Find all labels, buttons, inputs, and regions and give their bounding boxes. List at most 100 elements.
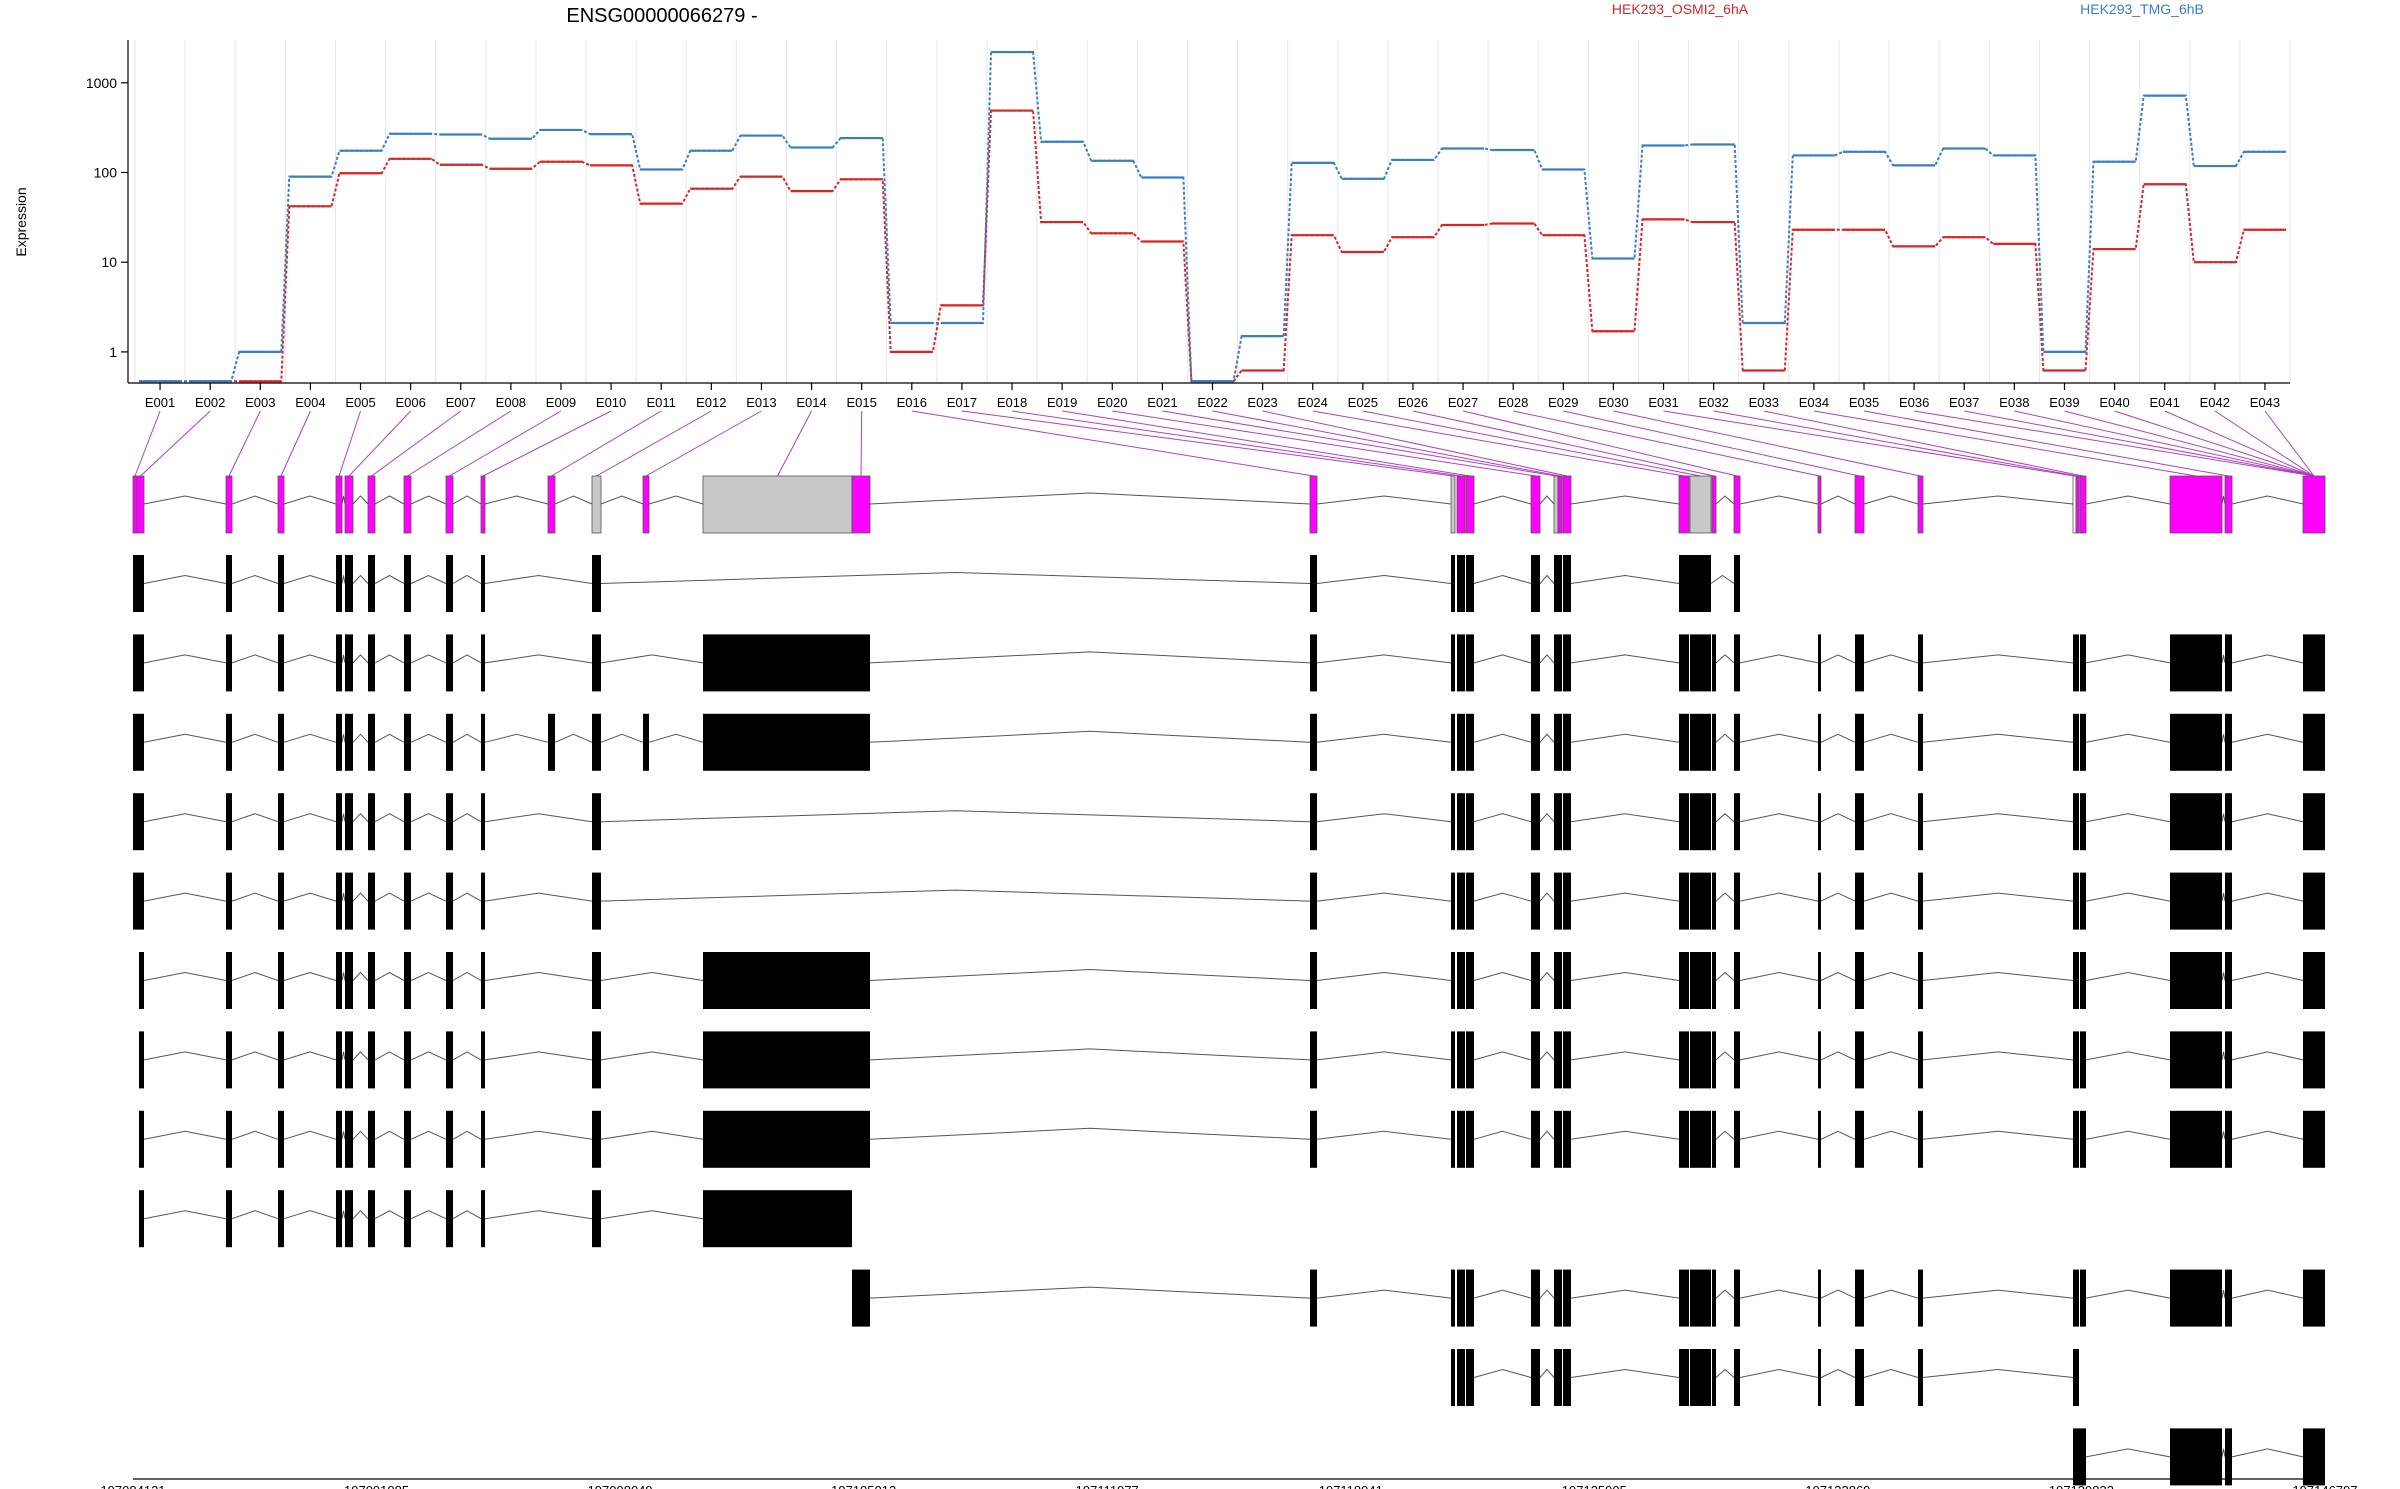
model-exon — [445, 475, 454, 534]
transcript-exon — [1563, 713, 1571, 771]
transcript-exon — [2303, 1428, 2325, 1486]
transcript-intron — [648, 733, 704, 743]
exon-label-E028: E028 — [1498, 395, 1528, 410]
connector-E037 — [1964, 410, 2315, 477]
transcript-exon — [1451, 634, 1455, 692]
transcript-exon — [2073, 1269, 2079, 1327]
model-intron — [484, 495, 549, 505]
transcript-intron — [600, 1130, 704, 1140]
transcript-intron — [484, 1051, 593, 1061]
transcript-exon — [2080, 1110, 2086, 1168]
transcript-intron — [1863, 1051, 1919, 1061]
transcript-exon — [2225, 1428, 2232, 1486]
transcript-exon — [1563, 1031, 1571, 1089]
transcript-exon — [2225, 1269, 2232, 1327]
transcript-intron — [1715, 1051, 1735, 1061]
transcript-intron — [2221, 893, 2226, 902]
connector-E022 — [1212, 410, 1561, 477]
transcript-exon — [481, 555, 485, 612]
transcript-intron — [1539, 1130, 1555, 1140]
transcripts — [133, 555, 2325, 1486]
transcript-exon — [1855, 1269, 1864, 1327]
genomic-tick-label: 197084121 — [100, 1483, 165, 1489]
transcript-intron — [231, 971, 279, 981]
transcript-intron — [2221, 1131, 2226, 1140]
connector-E021 — [1162, 410, 1557, 477]
transcript-intron — [374, 574, 405, 584]
exon-label-E025: E025 — [1348, 395, 1378, 410]
transcript-exon — [278, 1031, 284, 1089]
transcript-intron — [1539, 892, 1555, 902]
transcript-intron — [1473, 1051, 1532, 1061]
transcript-intron — [341, 1210, 346, 1219]
transcript-exon — [1451, 793, 1455, 851]
connector-E041 — [2164, 410, 2315, 477]
transcript-intron — [283, 813, 337, 823]
transcript-7 — [139, 1031, 2325, 1089]
transcript-exon — [2225, 1110, 2232, 1168]
transcript-intron — [1473, 654, 1532, 664]
transcript-exon — [1818, 713, 1821, 771]
transcript-intron — [2221, 1448, 2226, 1457]
transcript-exon — [1457, 793, 1465, 851]
y-tick-label: 1 — [109, 344, 117, 360]
transcript-exon — [404, 793, 411, 851]
transcript-exon — [345, 555, 353, 612]
transcript-intron — [283, 733, 337, 743]
transcript-intron — [600, 733, 644, 743]
transcript-intron — [600, 810, 1311, 823]
transcript-intron — [484, 971, 593, 981]
transcript-exon — [1918, 1349, 1923, 1406]
transcript-exon — [592, 555, 601, 612]
legend-series-1: HEK293_OSMI2_6hA — [1612, 1, 1749, 17]
transcript-intron — [341, 972, 346, 981]
transcript-intron — [374, 1210, 405, 1220]
exon-label-E016: E016 — [897, 395, 927, 410]
transcript-2 — [133, 634, 2325, 692]
transcript-exon — [226, 634, 232, 692]
transcript-exon — [345, 713, 353, 771]
exon-label-E027: E027 — [1448, 395, 1478, 410]
exon-label-E002: E002 — [195, 395, 225, 410]
transcript-exon — [1554, 555, 1562, 612]
transcript-intron — [2221, 813, 2226, 822]
transcript-exon — [368, 872, 375, 930]
transcript-intron — [410, 654, 447, 664]
transcript-exon — [2170, 1110, 2222, 1168]
transcript-exon — [2225, 872, 2232, 930]
chart-title: ENSG00000066279 - — [566, 5, 757, 27]
transcript-intron — [1863, 813, 1919, 823]
connector-E018 — [1011, 410, 1462, 477]
model-intron — [648, 495, 704, 505]
transcript-intron — [2085, 813, 2171, 823]
connector-E009 — [449, 410, 562, 477]
transcript-exon — [2080, 1031, 2086, 1089]
transcript-exon — [1457, 1031, 1465, 1089]
exon-label-E008: E008 — [496, 395, 526, 410]
transcript-exon — [345, 1190, 353, 1248]
transcript-intron — [1715, 892, 1735, 902]
connector-E034 — [1813, 410, 2197, 477]
transcript-exon — [2080, 793, 2086, 851]
transcript-exon — [481, 793, 485, 851]
exon-label-E001: E001 — [145, 395, 175, 410]
transcript-exon — [481, 713, 485, 771]
transcript-exon — [592, 793, 601, 851]
connector-E030 — [1613, 410, 1921, 477]
model-exon — [642, 475, 650, 534]
transcript-exon — [2303, 793, 2325, 851]
transcript-exon — [1466, 1269, 1474, 1327]
transcript-exon — [1679, 1349, 1689, 1406]
connector-E038 — [2014, 410, 2315, 477]
exon-label-E009: E009 — [546, 395, 576, 410]
transcript-exon — [1855, 872, 1864, 930]
transcript-exon — [1310, 1031, 1317, 1089]
transcript-exon — [592, 1190, 601, 1248]
transcript-exon — [1734, 1031, 1740, 1089]
transcript-exon — [345, 1110, 353, 1168]
transcript-exon — [2073, 872, 2079, 930]
transcript-exon — [278, 634, 284, 692]
transcript-exon — [481, 634, 485, 692]
transcript-intron — [352, 733, 369, 743]
transcript-exon — [1918, 713, 1923, 771]
